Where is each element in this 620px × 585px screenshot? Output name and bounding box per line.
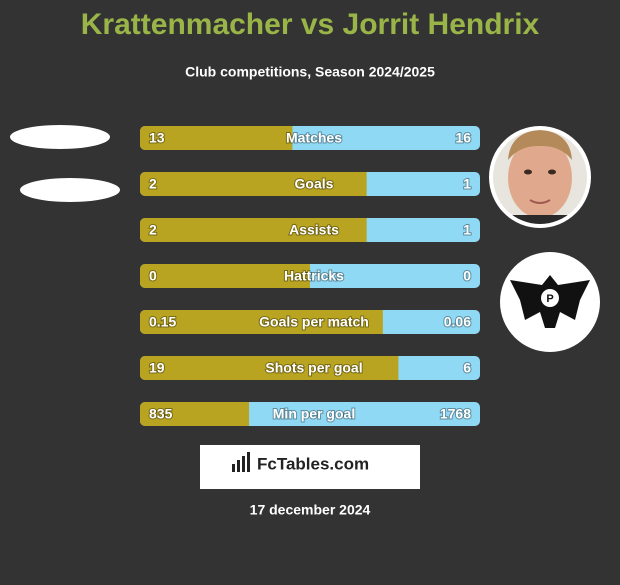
left-value: 0.15 [149,314,176,330]
left-badge [20,178,120,202]
left-bar [140,126,293,150]
right-value: 1768 [440,406,471,422]
stat-label: Assists [289,222,339,238]
left-bar [140,218,367,242]
stat-label: Shots per goal [265,360,362,376]
left-value: 19 [149,360,165,376]
left-bar [140,310,383,334]
right-value: 0 [463,268,471,284]
title: Krattenmacher vs Jorrit Hendrix [81,8,540,41]
club-logo: P [500,252,600,352]
right-value: 1 [463,176,471,192]
left-value: 0 [149,268,157,284]
stat-label: Hattricks [284,268,344,284]
left-value: 2 [149,222,157,238]
stat-row [140,402,480,426]
stat-label: Min per goal [273,406,355,422]
stat-row [140,172,480,196]
brand-icon [232,452,250,472]
left-value: 2 [149,176,157,192]
stat-label: Matches [286,130,342,146]
left-value: 13 [149,130,165,146]
stat-row [140,218,480,242]
left-bar [140,356,399,380]
stat-label: Goals [295,176,334,192]
stat-row [140,126,480,150]
right-value: 6 [463,360,471,376]
left-bar [140,172,367,196]
left-bar [140,402,250,426]
date: 17 december 2024 [250,502,371,518]
stat-row [140,264,480,288]
left-bar [140,264,310,288]
subtitle: Club competitions, Season 2024/2025 [185,64,435,80]
brand-box [200,445,420,489]
brand: FcTables.com [257,454,369,473]
right-value: 1 [463,222,471,238]
right-value: 0.06 [444,314,471,330]
left-badge [10,125,110,149]
stat-row [140,356,480,380]
left-value: 835 [149,406,173,422]
stat-row [140,310,480,334]
right-value: 16 [455,130,471,146]
stat-label: Goals per match [259,314,369,330]
svg-text:P: P [546,293,553,305]
player-photo [489,126,591,228]
